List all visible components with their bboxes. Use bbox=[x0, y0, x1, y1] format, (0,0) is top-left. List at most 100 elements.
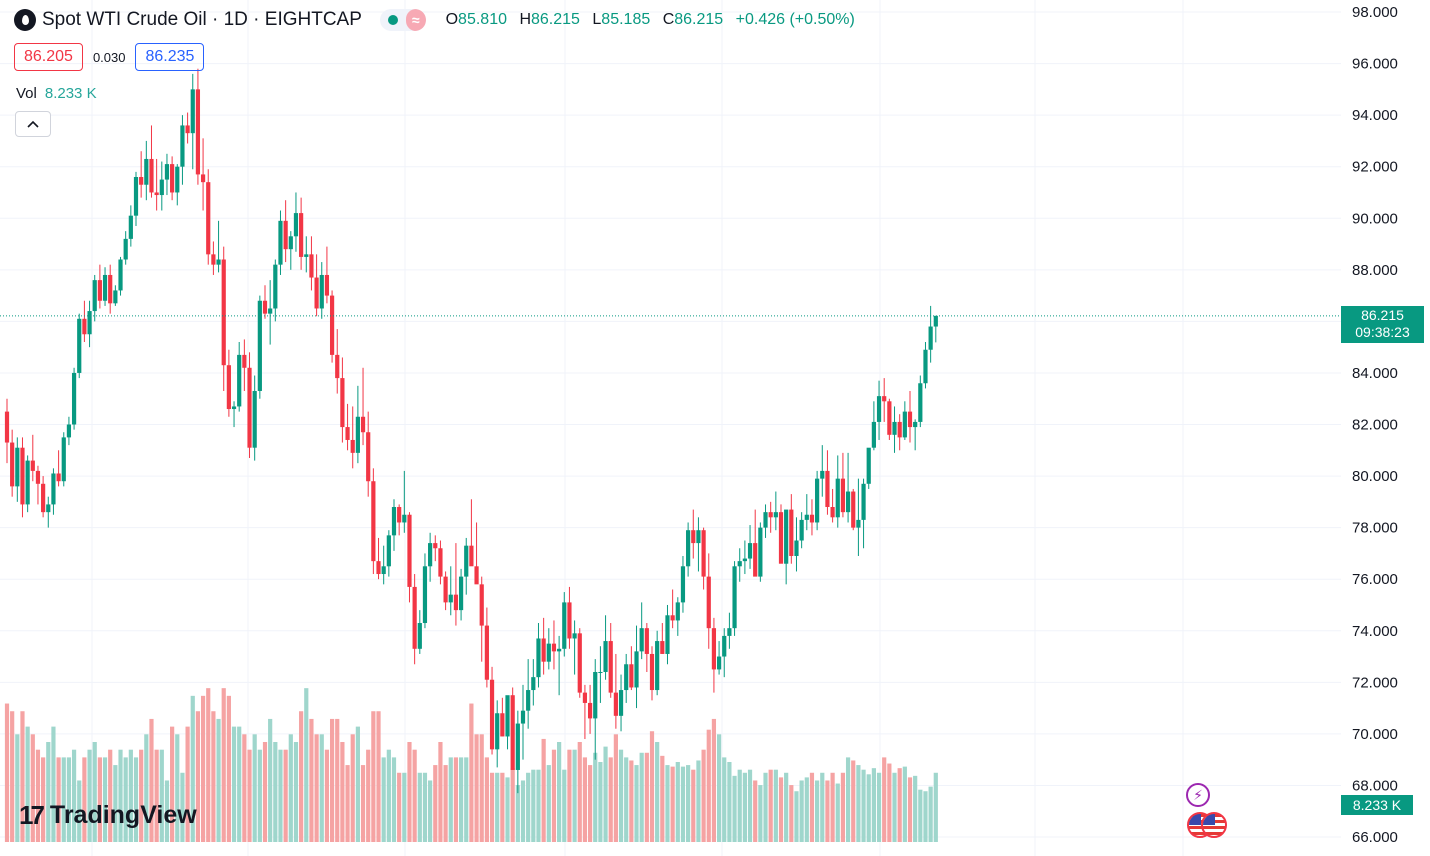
buy-price-button[interactable]: 86.235 bbox=[135, 43, 205, 71]
volume-bar bbox=[794, 791, 799, 842]
volume-bar bbox=[371, 711, 376, 842]
volume-bar bbox=[345, 765, 350, 842]
candle-body bbox=[71, 372, 77, 425]
collapse-legend-button[interactable] bbox=[15, 111, 51, 137]
volume-value: 8.233 K bbox=[44, 85, 97, 102]
volume-bar bbox=[386, 749, 391, 842]
candle-body bbox=[417, 623, 422, 649]
candle-body bbox=[273, 264, 278, 309]
candle-body bbox=[660, 641, 665, 654]
candle-body bbox=[82, 318, 87, 335]
candle-body bbox=[216, 259, 221, 265]
volume-bar bbox=[618, 749, 624, 842]
volume-legend[interactable]: Vol 8.233 K bbox=[16, 85, 97, 102]
candle-body bbox=[247, 367, 252, 448]
spread-value: 0.030 bbox=[92, 49, 126, 65]
candle-body bbox=[897, 421, 902, 438]
price-tick-label: 66.000 bbox=[1352, 829, 1398, 846]
candle-body bbox=[304, 254, 309, 257]
candle-body bbox=[655, 641, 660, 691]
candle-body bbox=[350, 439, 355, 453]
candle-body bbox=[582, 692, 588, 703]
volume-bar bbox=[366, 749, 371, 842]
candle-body bbox=[587, 702, 593, 719]
last-price-value: 86.215 bbox=[1361, 307, 1404, 323]
volume-bar bbox=[639, 752, 644, 842]
symbol-title[interactable]: Spot WTI Crude Oil · 1D · EIGHTCAP bbox=[42, 9, 362, 30]
price-tick-label: 68.000 bbox=[1352, 777, 1398, 794]
volume-bar bbox=[675, 762, 680, 842]
candle-body bbox=[686, 530, 691, 567]
volume-bar bbox=[799, 780, 804, 842]
price-tick-label: 80.000 bbox=[1352, 468, 1398, 485]
volume-bar bbox=[593, 752, 598, 842]
candle-body bbox=[10, 442, 15, 487]
candle-body bbox=[402, 514, 407, 523]
volume-bar bbox=[861, 769, 866, 842]
volume-bar bbox=[587, 765, 593, 842]
volume-bar bbox=[133, 757, 139, 842]
volume-bar bbox=[706, 729, 711, 842]
volume-bar bbox=[876, 772, 882, 842]
price-tick-label: 74.000 bbox=[1352, 623, 1398, 640]
candle-body bbox=[30, 460, 35, 471]
volume-bar bbox=[737, 769, 742, 842]
volume-bar bbox=[226, 695, 231, 842]
volume-bar bbox=[680, 766, 686, 842]
volume-bar bbox=[484, 757, 489, 842]
volume-bar bbox=[87, 749, 92, 842]
volume-bar bbox=[840, 772, 846, 842]
candle-body bbox=[412, 586, 417, 649]
candle-body bbox=[164, 164, 170, 180]
candle-body bbox=[845, 491, 851, 513]
volume-bar bbox=[624, 757, 629, 842]
candle-body bbox=[180, 125, 185, 167]
candle-body bbox=[567, 602, 572, 639]
candle-body bbox=[190, 89, 195, 134]
candle-body bbox=[876, 396, 882, 422]
volume-bar bbox=[851, 760, 856, 842]
candle-body bbox=[768, 512, 773, 518]
last-price-label: 86.215 09:38:23 bbox=[1341, 306, 1424, 343]
candle-body bbox=[123, 238, 128, 260]
candle-body bbox=[696, 530, 701, 544]
volume-bar bbox=[660, 755, 665, 842]
tradingview-logo[interactable]: 17 TradingView bbox=[19, 800, 197, 831]
price-tick-label: 96.000 bbox=[1352, 56, 1398, 73]
volume-bar bbox=[443, 765, 448, 842]
candle-body bbox=[830, 507, 835, 518]
volume-bar bbox=[562, 769, 567, 842]
volume-bar bbox=[428, 780, 433, 842]
candle-body bbox=[474, 566, 479, 585]
candle-body bbox=[237, 354, 242, 407]
candle-body bbox=[113, 290, 118, 304]
us-flag-icon[interactable] bbox=[1201, 812, 1227, 838]
candle-body bbox=[61, 437, 66, 482]
volume-bar bbox=[551, 749, 557, 842]
tradingview-wordmark: TradingView bbox=[49, 801, 197, 829]
candle-body bbox=[531, 677, 536, 691]
market-status-pill[interactable]: ≈ bbox=[379, 9, 426, 31]
volume-bar bbox=[489, 772, 495, 842]
volume-bar bbox=[273, 742, 278, 842]
candle-body bbox=[613, 692, 618, 716]
volume-bar bbox=[691, 769, 696, 842]
candle-body bbox=[799, 519, 804, 541]
sell-price-button[interactable]: 86.205 bbox=[14, 43, 83, 71]
candle-body bbox=[345, 427, 350, 440]
volume-bar bbox=[458, 757, 464, 842]
volume-bar bbox=[809, 772, 815, 842]
candle-body bbox=[526, 690, 531, 711]
candle-body bbox=[773, 512, 778, 518]
volume-bar bbox=[195, 711, 201, 842]
candle-body bbox=[804, 514, 809, 520]
candle-body bbox=[763, 512, 768, 528]
candle-body bbox=[742, 558, 747, 562]
volume-bar bbox=[913, 775, 918, 842]
candle-body bbox=[665, 615, 670, 654]
candle-body bbox=[603, 641, 608, 672]
candle-body bbox=[902, 411, 907, 438]
lightning-icon[interactable]: ⚡ bbox=[1186, 783, 1210, 807]
volume-bar bbox=[582, 757, 588, 842]
